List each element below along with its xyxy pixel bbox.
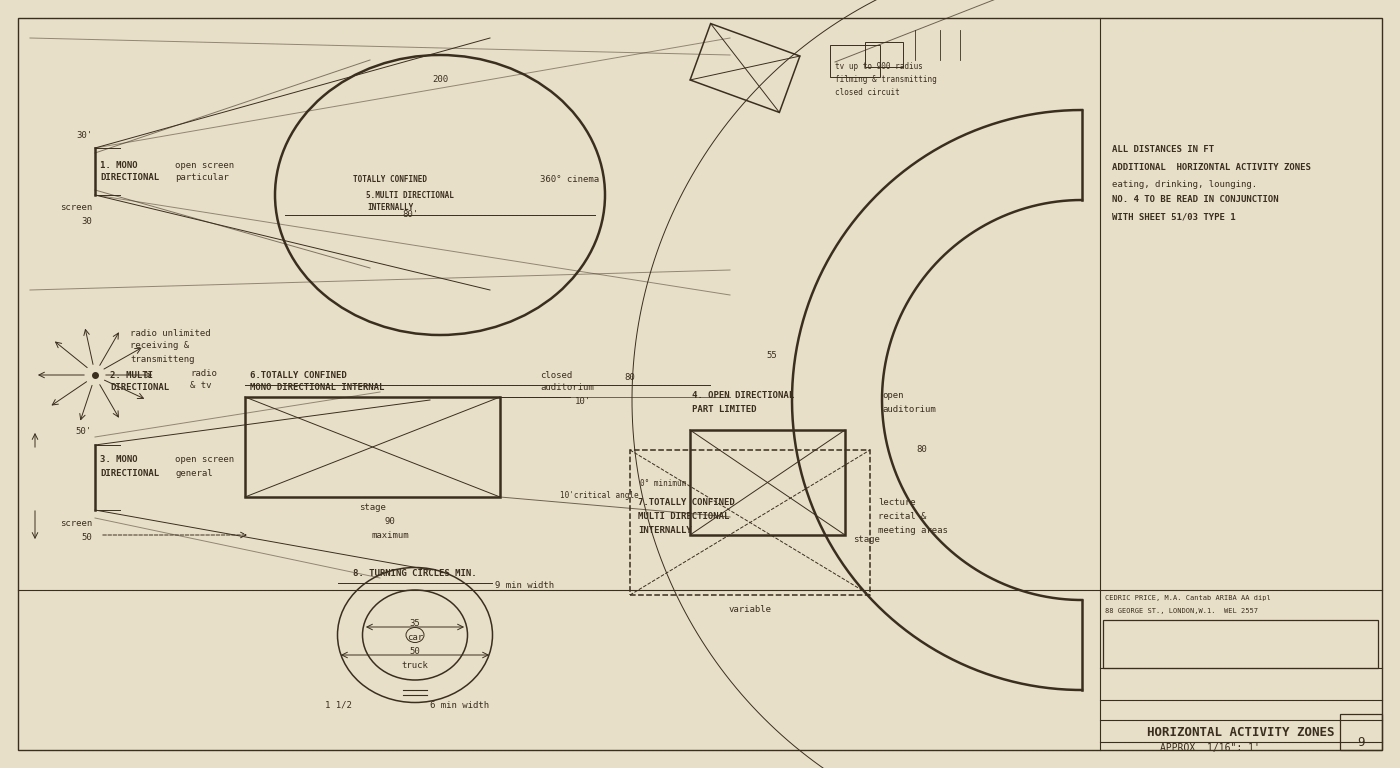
Bar bbox=[630, 450, 869, 595]
Text: auditorium: auditorium bbox=[882, 406, 935, 415]
Text: INTERNALLY: INTERNALLY bbox=[367, 204, 413, 213]
Text: closed circuit: closed circuit bbox=[834, 88, 900, 97]
Text: truck: truck bbox=[402, 660, 428, 670]
Text: meeting areas: meeting areas bbox=[878, 526, 948, 535]
Text: 30: 30 bbox=[81, 217, 92, 227]
Text: 30': 30' bbox=[76, 131, 92, 140]
Text: 9 min width: 9 min width bbox=[496, 581, 554, 590]
Text: maximum: maximum bbox=[371, 531, 409, 539]
Text: 0° minimum: 0° minimum bbox=[640, 478, 686, 488]
Text: 10'critical angle: 10'critical angle bbox=[560, 491, 638, 499]
Text: variable: variable bbox=[728, 605, 771, 614]
Text: general: general bbox=[175, 468, 213, 478]
Text: 9: 9 bbox=[1357, 736, 1365, 749]
Text: filming & transmitting: filming & transmitting bbox=[834, 75, 937, 84]
Text: 80: 80 bbox=[917, 445, 927, 455]
Text: 6.TOTALLY CONFINED: 6.TOTALLY CONFINED bbox=[251, 370, 347, 379]
Text: open: open bbox=[882, 390, 903, 399]
Text: 88 GEORGE ST., LONDON,W.1.  WEL 2557: 88 GEORGE ST., LONDON,W.1. WEL 2557 bbox=[1105, 608, 1259, 614]
Text: lecture: lecture bbox=[878, 498, 916, 507]
Text: NO. 4 TO BE READ IN CONJUNCTION: NO. 4 TO BE READ IN CONJUNCTION bbox=[1112, 195, 1278, 204]
Text: 8. TURNING CIRCLES MIN.: 8. TURNING CIRCLES MIN. bbox=[353, 568, 477, 578]
Text: radio unlimited: radio unlimited bbox=[130, 329, 210, 337]
Text: MULTI DIRECTIONAL: MULTI DIRECTIONAL bbox=[638, 512, 729, 521]
Text: transmitteng: transmitteng bbox=[130, 355, 195, 363]
Text: 55: 55 bbox=[767, 350, 777, 359]
Text: DIRECTIONAL: DIRECTIONAL bbox=[99, 174, 160, 183]
Bar bbox=[1103, 620, 1378, 668]
Text: 4. OPEN DIRECTIONAL: 4. OPEN DIRECTIONAL bbox=[692, 390, 794, 399]
Text: radio: radio bbox=[190, 369, 217, 378]
Text: 90: 90 bbox=[385, 518, 395, 527]
Text: MONO DIRECTIONAL INTERNAL: MONO DIRECTIONAL INTERNAL bbox=[251, 383, 385, 392]
Text: HORIZONTAL ACTIVITY ZONES: HORIZONTAL ACTIVITY ZONES bbox=[1147, 726, 1334, 739]
Text: 3. MONO: 3. MONO bbox=[99, 455, 137, 465]
Text: 6 min width: 6 min width bbox=[430, 700, 489, 710]
Text: WITH SHEET 51/03 TYPE 1: WITH SHEET 51/03 TYPE 1 bbox=[1112, 212, 1236, 221]
Bar bbox=[245, 397, 500, 497]
Text: stage: stage bbox=[358, 503, 386, 512]
Text: closed: closed bbox=[540, 370, 573, 379]
Bar bbox=[865, 42, 903, 67]
Text: 50: 50 bbox=[410, 647, 420, 656]
Text: APPROX  1/16": 1': APPROX 1/16": 1' bbox=[1161, 743, 1260, 753]
Text: 1 1/2: 1 1/2 bbox=[325, 700, 351, 710]
Text: PART LIMITED: PART LIMITED bbox=[692, 406, 756, 415]
Text: receiving &: receiving & bbox=[130, 342, 189, 350]
Text: stage: stage bbox=[853, 535, 879, 545]
Text: auditorium: auditorium bbox=[540, 383, 594, 392]
Text: car: car bbox=[407, 633, 423, 641]
Text: 7.TOTALLY CONFINED: 7.TOTALLY CONFINED bbox=[638, 498, 735, 507]
Text: screen: screen bbox=[60, 518, 92, 528]
Text: CEDRIC PRICE, M.A. Cantab ARIBA AA dipl: CEDRIC PRICE, M.A. Cantab ARIBA AA dipl bbox=[1105, 595, 1271, 601]
Text: eating, drinking, lounging.: eating, drinking, lounging. bbox=[1112, 180, 1257, 189]
Text: screen: screen bbox=[60, 203, 92, 211]
Text: recital &: recital & bbox=[878, 512, 927, 521]
Text: 10': 10' bbox=[575, 396, 591, 406]
Text: INTERNALLY: INTERNALLY bbox=[638, 526, 692, 535]
Bar bbox=[830, 45, 881, 77]
Text: 50: 50 bbox=[81, 534, 92, 542]
Text: 1. MONO: 1. MONO bbox=[99, 161, 137, 170]
Text: 80: 80 bbox=[624, 372, 636, 382]
Text: 200: 200 bbox=[433, 75, 448, 84]
Text: DIRECTIONAL: DIRECTIONAL bbox=[99, 468, 160, 478]
Text: & tv: & tv bbox=[190, 382, 211, 390]
Bar bbox=[690, 430, 846, 535]
Text: 50': 50' bbox=[76, 428, 92, 436]
Text: 5.MULTI DIRECTIONAL: 5.MULTI DIRECTIONAL bbox=[365, 190, 454, 200]
Text: DIRECTIONAL: DIRECTIONAL bbox=[111, 383, 169, 392]
Text: tv up to 900 radius: tv up to 900 radius bbox=[834, 62, 923, 71]
Text: 80': 80' bbox=[402, 210, 419, 219]
Text: open screen: open screen bbox=[175, 161, 234, 170]
Bar bbox=[1340, 714, 1382, 750]
Text: 360° cinema: 360° cinema bbox=[540, 176, 599, 184]
Text: open screen: open screen bbox=[175, 455, 234, 465]
Text: 35: 35 bbox=[410, 618, 420, 627]
Text: ALL DISTANCES IN FT: ALL DISTANCES IN FT bbox=[1112, 145, 1214, 154]
Text: ADDITIONAL  HORIZONTAL ACTIVITY ZONES: ADDITIONAL HORIZONTAL ACTIVITY ZONES bbox=[1112, 163, 1310, 172]
Text: 2. MULTI: 2. MULTI bbox=[111, 370, 153, 379]
Text: TOTALLY CONFINED: TOTALLY CONFINED bbox=[353, 176, 427, 184]
Text: particular: particular bbox=[175, 174, 228, 183]
